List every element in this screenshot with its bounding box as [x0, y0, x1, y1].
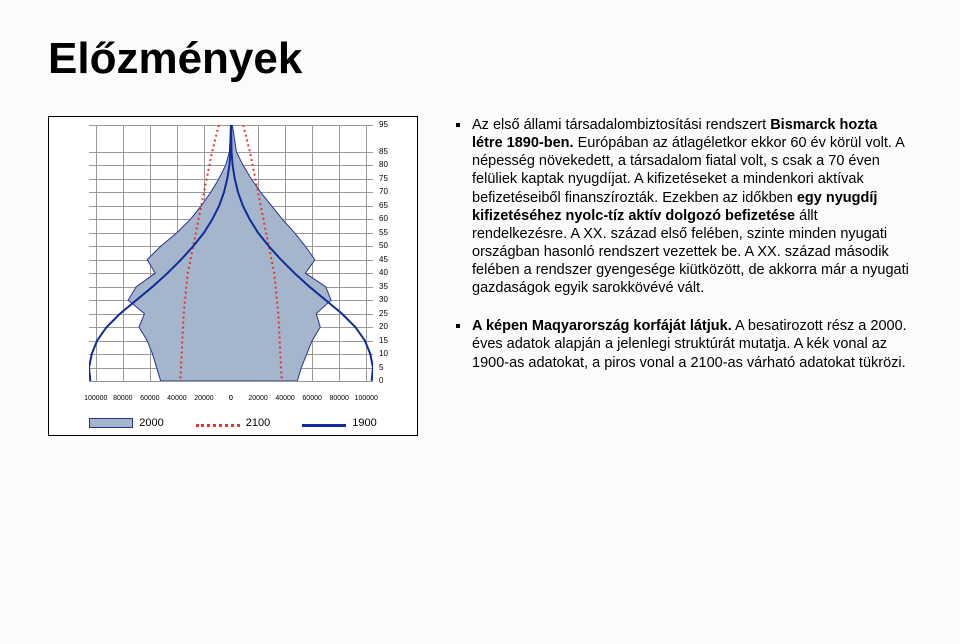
content-row: 958580757065605550454035302520151050 100…	[48, 116, 912, 436]
slide-title: Előzmények	[48, 34, 912, 84]
population-pyramid-chart: 958580757065605550454035302520151050 100…	[48, 116, 418, 436]
bullet-item: A képen Maqyarország korfáját látjuk. A …	[472, 317, 912, 371]
legend-item: 1900	[302, 417, 376, 429]
chart-column: 958580757065605550454035302520151050 100…	[48, 116, 418, 436]
bullet-item: Az első állami társadalombiztosítási ren…	[472, 116, 912, 297]
slide: Előzmények 95858075706560555045403530252…	[0, 0, 960, 644]
bullet-list: Az első állami társadalombiztosítási ren…	[454, 116, 912, 372]
chart-legend: 2000 2100 1900	[49, 417, 417, 429]
text-column: Az első állami társadalombiztosítási ren…	[454, 116, 912, 392]
legend-item: 2000	[89, 417, 163, 429]
y-axis-labels: 958580757065605550454035302520151050	[377, 125, 409, 379]
legend-item: 2100	[196, 417, 270, 429]
